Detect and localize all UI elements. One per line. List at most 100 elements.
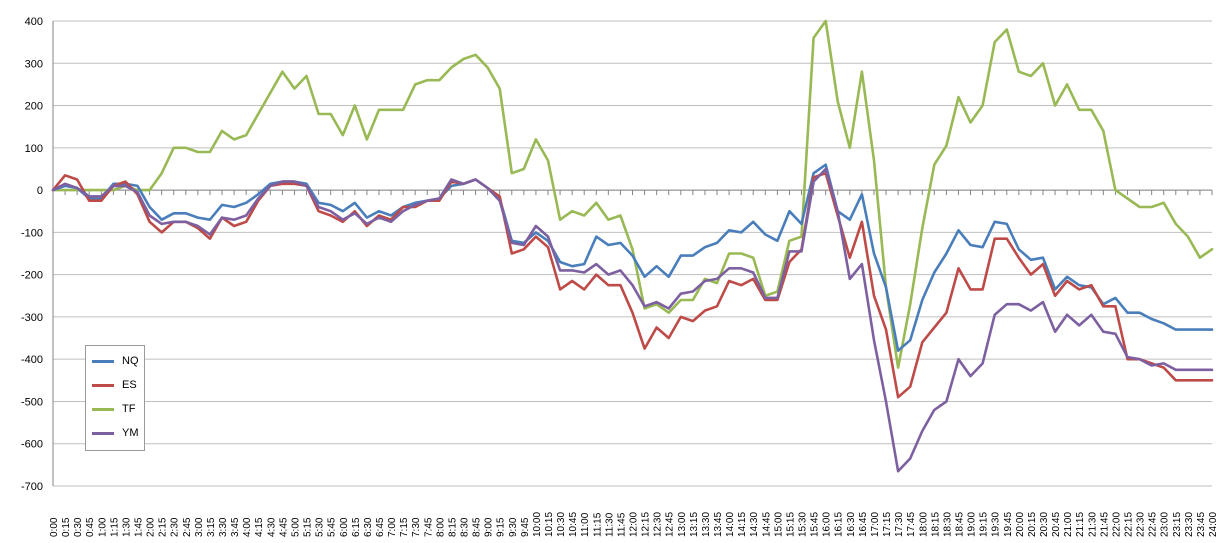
x-tick-label: 1:00 xyxy=(97,517,108,537)
x-tick-label: 12:00 xyxy=(629,512,640,537)
x-tick-label: 12:45 xyxy=(665,512,676,537)
x-tick-label: 3:45 xyxy=(230,517,241,537)
x-tick-label: 6:30 xyxy=(363,517,374,537)
x-tick-label: 12:30 xyxy=(653,512,664,537)
x-tick-label: 15:45 xyxy=(810,512,821,537)
x-tick-label: 20:15 xyxy=(1027,512,1038,537)
x-tick-label: 17:30 xyxy=(894,512,905,537)
x-tick-label: 13:45 xyxy=(713,512,724,537)
legend-label-ym: YM xyxy=(122,427,139,439)
x-tick-label: 21:00 xyxy=(1063,512,1074,537)
legend-label-nq: NQ xyxy=(122,355,139,367)
x-tick-label: 10:00 xyxy=(532,512,543,537)
x-tick-label: 5:45 xyxy=(327,517,338,537)
x-tick-label: 22:15 xyxy=(1123,512,1134,537)
x-tick-label: 7:00 xyxy=(387,517,398,537)
y-tick-label: 300 xyxy=(25,58,43,70)
x-tick-label: 14:00 xyxy=(725,512,736,537)
series-line-es xyxy=(51,171,1214,399)
x-tick-label: 0:30 xyxy=(73,517,84,537)
x-tick-label: 2:30 xyxy=(170,517,181,537)
x-tick-label: 13:00 xyxy=(677,512,688,537)
x-tick-label: 0:15 xyxy=(61,517,72,537)
x-tick-label: 2:15 xyxy=(158,517,169,537)
x-axis: 0:00 0:15 0:30 0:45 1:00 1:15 1:30 1:45 2:00 2:15… xyxy=(49,189,1219,537)
x-tick-label: 17:00 xyxy=(870,512,881,537)
y-tick-label: -500 xyxy=(21,396,43,408)
x-tick-label: 22:00 xyxy=(1111,512,1122,537)
legend-swatch-es xyxy=(92,384,114,387)
x-tick-label: 6:00 xyxy=(339,517,350,537)
x-tick-label: 9:30 xyxy=(508,517,519,537)
legend-swatch-nq xyxy=(92,360,114,363)
y-tick-label: 200 xyxy=(25,101,43,113)
x-tick-label: 15:00 xyxy=(773,512,784,537)
x-tick-label: 20:00 xyxy=(1015,512,1026,537)
series-line-ym xyxy=(51,167,1214,473)
x-tick-label: 14:45 xyxy=(761,512,772,537)
x-tick-label: 5:30 xyxy=(315,517,326,537)
x-tick-label: 4:00 xyxy=(242,517,253,537)
x-tick-label: 9:45 xyxy=(520,517,531,537)
x-tick-label: 23:00 xyxy=(1160,512,1171,537)
x-tick-label: 14:15 xyxy=(737,512,748,537)
x-tick-label: 3:15 xyxy=(206,517,217,537)
x-tick-label: 18:15 xyxy=(930,512,941,537)
x-tick-label: 11:15 xyxy=(592,512,603,537)
x-tick-label: 9:00 xyxy=(484,517,495,537)
x-tick-label: 23:15 xyxy=(1172,512,1183,537)
x-tick-label: 16:15 xyxy=(834,512,845,537)
y-tick-label: -700 xyxy=(21,481,43,493)
x-tick-label: 0:45 xyxy=(85,517,96,537)
legend: NQ ES TF YM xyxy=(85,345,145,451)
x-tick-label: 20:30 xyxy=(1039,512,1050,537)
x-tick-label: 11:45 xyxy=(616,512,627,537)
x-tick-label: 0:00 xyxy=(49,517,60,537)
x-tick-label: 6:15 xyxy=(351,517,362,537)
series-layer xyxy=(51,19,1214,473)
x-tick-label: 13:30 xyxy=(701,512,712,537)
x-tick-label: 11:30 xyxy=(604,512,615,537)
y-axis: 400 300 200 100 0 -100 -200 -300 -400 -500 -600 -70… xyxy=(21,16,54,493)
x-tick-label: 19:15 xyxy=(979,512,990,537)
x-tick-label: 24:00 xyxy=(1208,512,1219,537)
y-tick-label: 0 xyxy=(37,185,43,197)
x-tick-label: 8:00 xyxy=(435,517,446,537)
x-tick-label: 21:15 xyxy=(1075,512,1086,537)
x-tick-label: 4:15 xyxy=(254,517,265,537)
x-tick-label: 17:45 xyxy=(906,512,917,537)
x-tick-label: 8:15 xyxy=(447,517,458,537)
y-tick-label: -300 xyxy=(21,312,43,324)
x-tick-label: 19:45 xyxy=(1003,512,1014,537)
x-tick-label: 10:45 xyxy=(568,512,579,537)
x-tick-label: 5:00 xyxy=(290,517,301,537)
x-tick-label: 16:30 xyxy=(846,512,857,537)
x-tick-label: 16:00 xyxy=(822,512,833,537)
y-tick-label: -100 xyxy=(21,227,43,239)
x-tick-label: 8:45 xyxy=(472,517,483,537)
x-tick-label: 1:30 xyxy=(121,517,132,537)
x-tick-label: 7:30 xyxy=(411,517,422,537)
x-tick-label: 5:15 xyxy=(303,517,314,537)
x-tick-label: 7:45 xyxy=(423,517,434,537)
x-tick-label: 22:45 xyxy=(1148,512,1159,537)
x-tick-label: 2:00 xyxy=(146,517,157,537)
x-tick-label: 21:30 xyxy=(1087,512,1098,537)
x-tick-label: 4:30 xyxy=(266,517,277,537)
y-tick-label: 100 xyxy=(25,143,43,155)
x-tick-label: 18:00 xyxy=(918,512,929,537)
x-tick-label: 6:45 xyxy=(375,517,386,537)
x-tick-label: 1:45 xyxy=(134,517,145,537)
x-tick-label: 10:30 xyxy=(556,512,567,537)
x-tick-label: 2:45 xyxy=(182,517,193,537)
x-tick-label: 1:15 xyxy=(109,517,120,537)
series-line-nq xyxy=(51,163,1214,353)
x-tick-label: 23:30 xyxy=(1184,512,1195,537)
x-tick-label: 13:15 xyxy=(689,512,700,537)
x-tick-label: 18:30 xyxy=(942,512,953,537)
x-tick-label: 9:15 xyxy=(496,517,507,537)
x-tick-label: 16:45 xyxy=(858,512,869,537)
x-tick-label: 7:15 xyxy=(399,517,410,537)
